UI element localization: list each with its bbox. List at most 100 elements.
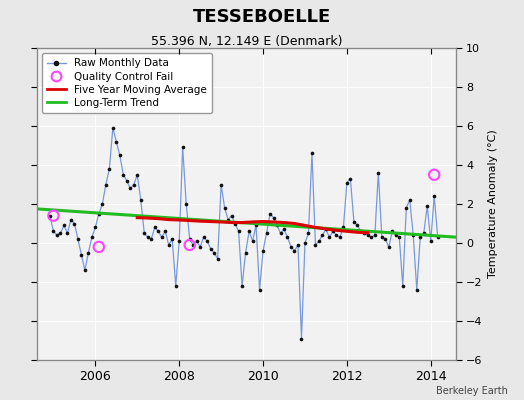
Point (399, 283, 407, 289)
Point (63, 230, 72, 236)
Point (252, 222, 260, 229)
Point (179, 144, 187, 151)
Point (98, 201, 106, 207)
Point (353, 222, 362, 229)
Point (381, 236, 389, 242)
Legend: Raw Monthly Data, Quality Control Fail, Five Year Moving Average, Long-Term Tren: Raw Monthly Data, Quality Control Fail, … (42, 53, 212, 113)
Point (60, 222, 68, 229)
Point (329, 228, 337, 234)
Point (108, 125, 117, 131)
Point (196, 244, 204, 250)
Point (332, 232, 341, 238)
Point (273, 222, 281, 229)
Point (427, 238, 435, 244)
Point (402, 205, 410, 211)
Point (336, 234, 344, 240)
Point (116, 152, 124, 158)
Point (409, 232, 418, 238)
Point (367, 234, 376, 240)
Y-axis label: Temperature Anomaly (°C): Temperature Anomaly (°C) (488, 130, 498, 278)
Point (360, 230, 368, 236)
Point (430, 172, 439, 178)
Point (88, 234, 96, 240)
Point (297, 335, 305, 342)
Point (385, 244, 393, 250)
Point (412, 286, 421, 293)
Point (213, 255, 222, 262)
Point (95, 210, 103, 217)
Point (150, 224, 159, 230)
Point (283, 234, 292, 240)
Point (406, 197, 414, 203)
Point (95, 244, 103, 250)
Point (67, 216, 75, 223)
Point (74, 236, 82, 242)
Point (238, 283, 246, 289)
Point (200, 234, 208, 240)
Point (70, 220, 79, 227)
Point (81, 267, 89, 274)
Text: Berkeley Earth: Berkeley Earth (436, 386, 508, 396)
Point (357, 228, 365, 234)
Point (395, 234, 403, 240)
Point (126, 185, 135, 192)
Point (210, 250, 219, 256)
Point (189, 242, 198, 248)
Point (231, 220, 239, 227)
Point (276, 230, 285, 236)
Point (416, 234, 424, 240)
Point (84, 250, 93, 256)
Point (391, 232, 400, 238)
Point (370, 232, 379, 238)
Point (255, 286, 264, 293)
Point (325, 234, 334, 240)
Point (182, 201, 190, 207)
Point (91, 224, 100, 230)
Point (227, 212, 236, 219)
Point (308, 150, 316, 156)
Point (221, 205, 229, 211)
Point (53, 232, 61, 238)
Text: TESSEBOELLE: TESSEBOELLE (193, 8, 331, 26)
Point (245, 228, 253, 234)
Point (423, 203, 431, 209)
Point (224, 216, 232, 223)
Point (154, 228, 162, 234)
Point (350, 218, 358, 225)
Point (102, 181, 110, 188)
Point (280, 226, 288, 232)
Point (168, 236, 177, 242)
Point (140, 230, 148, 236)
Point (301, 240, 309, 246)
Point (161, 228, 169, 234)
Point (259, 248, 267, 254)
Point (185, 242, 194, 248)
Point (343, 179, 351, 186)
Point (294, 242, 302, 248)
Point (119, 172, 127, 178)
Point (46, 212, 54, 219)
Point (171, 283, 180, 289)
Point (311, 242, 320, 248)
Point (147, 236, 156, 242)
Point (430, 193, 439, 199)
Point (112, 138, 121, 145)
Point (304, 230, 313, 236)
Point (263, 230, 271, 236)
Point (266, 210, 274, 217)
Point (315, 238, 323, 244)
Point (77, 252, 85, 258)
Point (248, 238, 257, 244)
Point (339, 224, 347, 230)
Point (133, 172, 141, 178)
Point (318, 232, 326, 238)
Point (217, 181, 225, 188)
Point (175, 238, 183, 244)
Point (374, 170, 383, 176)
Point (346, 176, 355, 182)
Point (49, 228, 58, 234)
Point (290, 248, 299, 254)
Point (269, 214, 278, 221)
Point (137, 197, 145, 203)
Point (206, 246, 215, 252)
